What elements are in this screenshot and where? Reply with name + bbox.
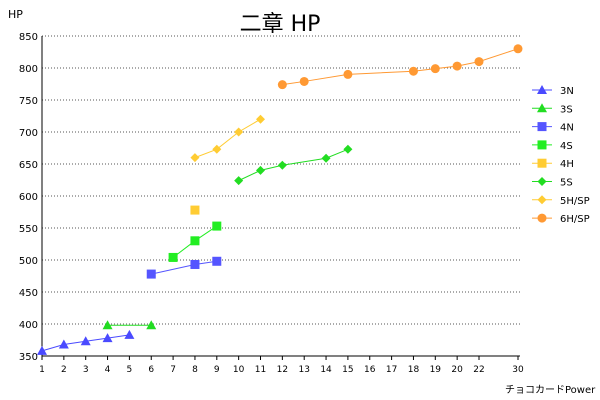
legend-marker-4n	[537, 122, 547, 132]
y-tick-label-500: 500	[19, 256, 38, 267]
y-tick-label-650: 650	[19, 160, 38, 171]
series-line-5h-sp	[194, 118, 261, 159]
legend-marker-6h-sp	[537, 213, 547, 223]
data-point-5h-sp-2	[234, 127, 244, 137]
x-tick-label-8: 8	[192, 365, 198, 375]
x-tick-label-30: 30	[512, 365, 524, 375]
data-point-6h-sp-5	[452, 61, 462, 71]
data-point-4h-0	[190, 205, 200, 215]
data-point-4n-0	[146, 269, 156, 279]
legend-marker-5h-sp	[537, 195, 547, 205]
x-tick-label-7: 7	[170, 365, 176, 375]
x-tick-label-4: 4	[105, 365, 111, 375]
legend-marker-4s	[537, 140, 547, 150]
y-tick-label-350: 350	[19, 352, 38, 363]
y-tick-label-700: 700	[19, 128, 38, 139]
x-tick-label-3: 3	[83, 365, 89, 375]
data-point-6h-sp-2	[343, 69, 353, 79]
data-point-5h-sp-1	[212, 144, 222, 154]
data-point-3n-0	[37, 345, 47, 355]
legend-label-4s: 4S	[560, 141, 573, 152]
series-line-6h-sp	[282, 48, 519, 86]
y-axis-label: HP	[8, 8, 23, 21]
x-tick-label-5: 5	[127, 365, 133, 375]
legend-label-4h: 4H	[560, 159, 574, 170]
legend-label-5s: 5S	[560, 178, 573, 189]
data-point-4s-0	[168, 252, 178, 262]
legend-marker-5s	[537, 177, 547, 186]
x-axis-label: チョコカードPower	[505, 385, 596, 396]
legend-label-3s: 3S	[560, 104, 573, 115]
x-tick-label-16: 16	[364, 365, 376, 375]
data-point-6h-sp-3	[408, 66, 418, 76]
x-tick-label-15: 15	[342, 365, 353, 375]
y-tick-label-550: 550	[19, 224, 38, 235]
x-tick-label-12: 12	[277, 365, 288, 375]
data-point-6h-sp-1	[299, 76, 309, 86]
y-tick-label-850: 850	[19, 32, 38, 43]
x-tick-label-6: 6	[148, 365, 154, 375]
legend-marker-3n	[537, 85, 547, 94]
data-point-6h-sp-4	[430, 64, 440, 74]
data-point-5h-sp-0	[190, 153, 200, 163]
data-point-3n-4	[124, 329, 135, 339]
data-point-5s-0	[234, 176, 244, 186]
chart-title: 二章 HP	[239, 12, 321, 37]
x-tick-label-10: 10	[233, 365, 245, 375]
data-point-5h-sp-3	[256, 114, 265, 124]
series-line-4n	[151, 260, 217, 275]
data-point-4s-2	[212, 221, 222, 231]
data-point-3s-0	[102, 320, 113, 330]
data-point-4n-2	[212, 256, 222, 266]
x-tick-label-11: 11	[255, 365, 266, 375]
legend-label-4n: 4N	[560, 123, 574, 134]
x-tick-label-18: 18	[408, 365, 420, 375]
data-point-4s-1	[190, 236, 200, 246]
legend-label-6h-sp: 6H/SP	[560, 214, 590, 225]
x-tick-label-2: 2	[61, 365, 67, 375]
data-point-5s-4	[343, 144, 353, 154]
data-point-6h-sp-0	[277, 80, 287, 90]
y-tick-label-450: 450	[19, 288, 38, 299]
legend-marker-4h	[537, 158, 547, 168]
data-point-3n-1	[58, 339, 69, 349]
legend-label-5h-sp: 5H/SP	[560, 196, 590, 207]
x-tick-label-1: 1	[39, 365, 45, 375]
y-tick-label-750: 750	[19, 96, 38, 107]
x-tick-label-17: 17	[386, 365, 397, 375]
y-tick-label-800: 800	[19, 64, 38, 75]
data-point-4n-1	[190, 259, 200, 269]
x-tick-label-19: 19	[430, 365, 442, 375]
data-point-3s-1	[146, 320, 157, 330]
y-tick-label-600: 600	[19, 192, 38, 203]
data-point-6h-sp-7	[513, 44, 523, 54]
data-point-3n-3	[102, 333, 113, 343]
x-tick-label-13: 13	[298, 365, 309, 375]
data-point-5s-1	[256, 165, 265, 175]
x-tick-label-9: 9	[214, 365, 220, 375]
series-line-5s	[238, 148, 349, 182]
x-tick-label-14: 14	[320, 365, 332, 375]
y-tick-label-400: 400	[19, 320, 38, 331]
x-tick-label-22: 22	[473, 365, 484, 375]
legend-marker-3s	[537, 103, 547, 113]
data-point-5s-3	[321, 153, 331, 163]
data-point-6h-sp-6	[474, 57, 484, 67]
data-point-3n-2	[80, 336, 91, 346]
data-point-5s-2	[277, 160, 287, 170]
legend-label-3n: 3N	[560, 86, 574, 97]
x-tick-label-20: 20	[451, 365, 463, 375]
